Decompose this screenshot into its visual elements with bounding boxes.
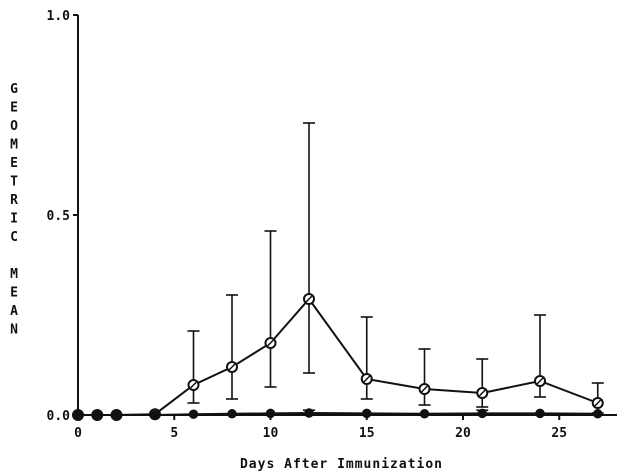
y-label-letter: E (10, 156, 18, 171)
x-tick-label: 5 (170, 426, 178, 441)
error-bar (187, 330, 200, 404)
y-tick-label: 1.0 (47, 9, 71, 24)
series-line (78, 297, 599, 416)
y-label-letter: M (10, 138, 18, 153)
data-point-filled (73, 410, 83, 420)
error-bar (264, 230, 277, 388)
data-point-filled (150, 410, 160, 420)
y-label-letter: O (10, 119, 18, 134)
series-1 (73, 408, 603, 420)
y-tick-label: 0.5 (47, 209, 70, 224)
y-label-letter: I (10, 212, 18, 227)
x-tick-label: 0 (74, 426, 82, 441)
marker-slash (536, 377, 544, 385)
y-tick-label: 0.0 (47, 409, 71, 424)
marker-slash (266, 339, 275, 347)
axes (77, 15, 617, 416)
data-point-filled (593, 409, 603, 419)
marker-slash (305, 295, 313, 303)
data-point-filled (419, 409, 430, 419)
y-label-letter: G (10, 82, 18, 97)
marker-slash (363, 375, 371, 383)
data-point-filled (92, 410, 102, 420)
error-bar (360, 316, 373, 400)
x-tick-label: 15 (359, 426, 375, 441)
error-bar (226, 294, 238, 400)
marker-slash (478, 389, 486, 397)
data-point-filled (188, 409, 199, 419)
data-point-filled (535, 408, 545, 419)
series-0 (72, 122, 604, 421)
y-label-letter: N (10, 323, 18, 338)
data-point-filled (111, 410, 122, 420)
x-axis-label: Days After Immunization (240, 457, 443, 472)
marker-slash (594, 399, 602, 407)
y-label-letter: C (10, 230, 18, 245)
x-tick-label: 25 (551, 426, 567, 441)
error-bar (476, 358, 489, 408)
data-point-filled (265, 408, 276, 419)
x-ticks: 0 5 10 15 20 25 (74, 415, 567, 441)
marker-slash (228, 363, 236, 371)
series-layer (72, 122, 604, 421)
x-tick-label: 20 (455, 426, 471, 441)
data-point-filled (304, 408, 314, 418)
y-label-letter: E (10, 286, 18, 301)
y-label-letter: M (10, 267, 18, 282)
y-ticks: 0.0 0.5 1.0 (47, 9, 78, 424)
error-bar (303, 122, 315, 374)
marker-slash (420, 385, 429, 393)
x-tick-label: 10 (263, 426, 279, 441)
y-label-letter: E (10, 101, 18, 116)
data-point-filled (227, 409, 237, 419)
y-label-letter: T (10, 175, 18, 190)
y-label-letter: R (10, 193, 18, 208)
data-point-filled (362, 408, 372, 419)
y-label-letter: A (10, 304, 18, 319)
data-point-filled (477, 408, 487, 419)
marker-slash (189, 381, 198, 389)
error-bar (418, 348, 431, 406)
